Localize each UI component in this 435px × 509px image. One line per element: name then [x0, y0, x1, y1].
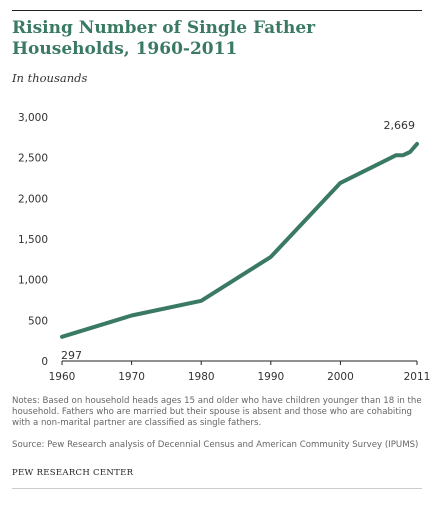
x-tick-label: 1960 — [49, 371, 76, 383]
data-labels: 297 2,669 — [61, 119, 415, 362]
x-axis-ticks: 1960 1970 1980 1990 2000 2011 — [49, 361, 431, 383]
y-tick-label: 1,000 — [18, 275, 48, 287]
y-tick-label: 1,500 — [18, 234, 48, 246]
organization-label: PEW RESEARCH CENTER — [12, 468, 134, 478]
bottom-rule — [12, 488, 422, 489]
x-tick-label: 2011 — [404, 371, 431, 383]
x-tick-label: 1990 — [257, 371, 284, 383]
y-tick-label: 2,000 — [18, 193, 48, 205]
data-label: 2,669 — [384, 119, 416, 132]
x-tick-label: 1970 — [118, 371, 145, 383]
y-tick-label: 500 — [28, 315, 48, 327]
chart-title: Rising Number of Single Father Household… — [12, 18, 316, 59]
chart-notes: Notes: Based on household heads ages 15 … — [12, 396, 422, 428]
y-tick-label: 2,500 — [18, 153, 48, 165]
x-tick-label: 2000 — [327, 371, 354, 383]
top-rule — [12, 10, 422, 11]
x-tick-label: 1980 — [188, 371, 215, 383]
series-line-single-father-households — [60, 141, 419, 339]
y-axis-ticks: 0 500 1,000 1,500 2,000 2,500 3,000 — [18, 112, 48, 368]
chart-subtitle: In thousands — [12, 71, 88, 85]
y-tick-label: 3,000 — [18, 112, 48, 124]
data-label: 297 — [61, 349, 82, 362]
y-tick-label: 0 — [41, 356, 48, 368]
chart-source: Source: Pew Research analysis of Decenni… — [12, 440, 419, 450]
